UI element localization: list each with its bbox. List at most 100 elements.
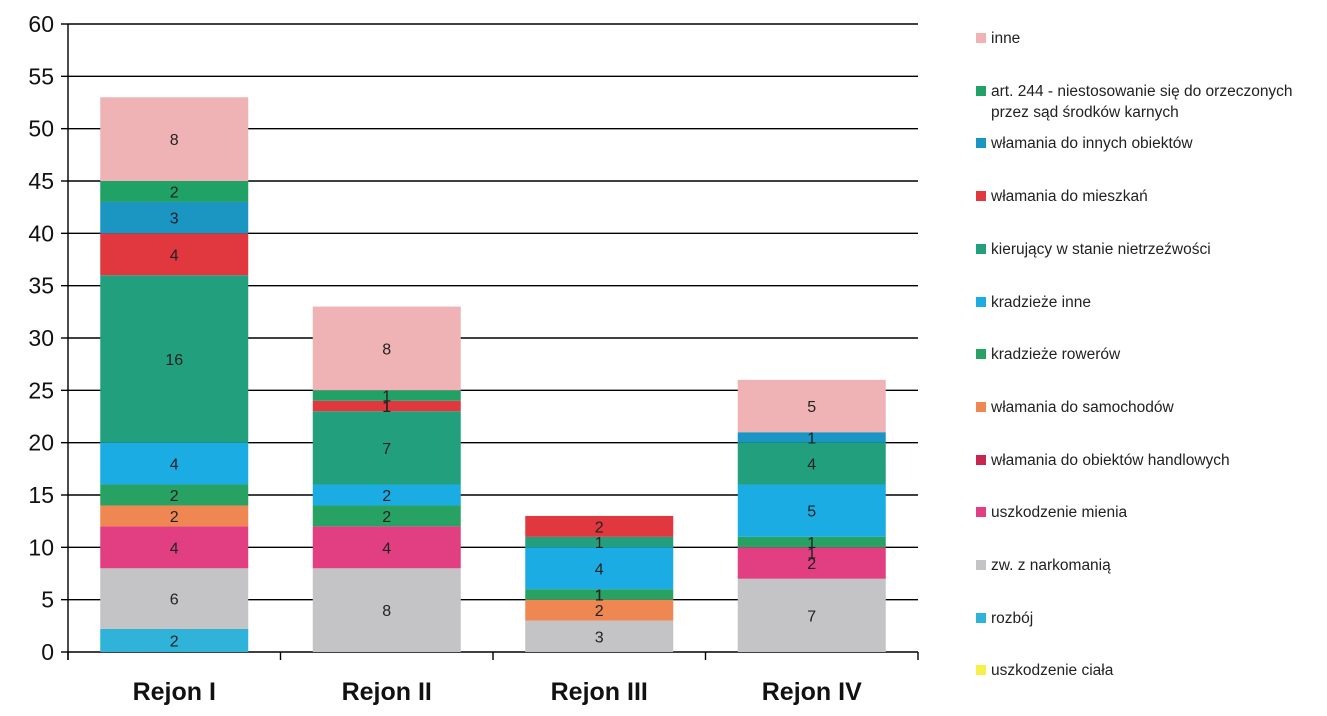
y-tick-label: 45 [28,168,54,194]
data-label: 1 [595,535,604,552]
legend-item: inne [976,28,1020,49]
legend-swatch [976,85,986,96]
bar-segment [100,526,249,569]
bar-segment [312,306,461,391]
legend-label: kradzieże rowerów [991,346,1121,364]
legend-item: uszkodzenie mienia [976,502,1127,523]
bar-segment [312,400,461,412]
y-tick-label: 0 [41,639,54,665]
legend-label: włamania do obiektów handlowych [991,451,1230,469]
legend-swatch [976,243,986,254]
bar-segment [100,505,249,527]
legend-item: kierujący w stanie nietrzeźwości [976,239,1211,260]
legend-swatch [976,401,986,412]
y-tick-label: 60 [28,11,54,37]
legend-swatch [976,507,986,518]
legend-item: kradzieże rowerów [976,344,1120,365]
legend-label: inne [991,30,1021,47]
x-category-label: Rejon I [133,678,216,706]
data-label: 4 [170,540,179,557]
legend-item: uszkodzenie ciała [976,660,1113,681]
data-label: 5 [807,399,816,416]
legend-label: włamania do mieszkań [991,188,1148,206]
bar-segment [737,442,886,485]
data-label: 1 [807,535,816,552]
data-label: 2 [170,509,179,526]
data-label: 16 [165,352,183,369]
bar-segment [100,201,249,234]
legend-label: kradzieże inne [991,293,1091,311]
bar-segment [100,275,249,443]
bar-segment [312,411,461,485]
legend-swatch [976,138,986,149]
bar-segment [525,515,674,537]
data-label: 1 [807,430,816,447]
data-label: 1 [382,399,391,416]
data-label: 1 [382,399,391,416]
y-tick-label: 10 [28,534,54,560]
data-label: 2 [595,603,604,620]
data-label: 2 [170,633,179,650]
data-label: 7 [807,608,816,625]
data-label: 8 [382,603,391,620]
data-label: 2 [595,519,604,536]
legend-item: włamania do mieszkań [976,186,1148,207]
legend-swatch [976,560,986,570]
data-label: 1 [595,587,604,604]
data-label: 2 [807,556,816,573]
legend-label: uszkodzenie mienia [991,504,1128,522]
legend-swatch [976,612,986,623]
bar-segment [312,568,461,652]
data-label: 1 [382,389,391,406]
bar-segment [312,390,461,401]
bar-segment [312,505,461,527]
y-tick-label: 25 [28,377,54,403]
bar-segment [525,536,674,548]
data-label: 8 [382,341,391,358]
bar-segment [525,599,674,621]
data-label: 3 [595,629,604,646]
legend-label: zw. z narkomanią [991,557,1111,574]
data-label: 5 [807,504,816,521]
legend-item: zw. z narkomanią [976,555,1111,576]
data-label: 1 [595,587,604,604]
bar-segment [312,526,461,569]
data-label: 4 [170,247,179,264]
bar-segment [100,181,249,202]
bar-segment [312,484,461,506]
bar-segment [100,97,249,181]
data-label: 2 [382,509,391,526]
legend-label: włamania do samochodów [991,398,1174,416]
bar-segment [100,628,249,652]
data-label: 7 [382,441,391,458]
legend-item: włamania do samochodów [976,397,1174,418]
data-label: 2 [382,488,391,505]
bar-segment [100,568,249,629]
bar-segment [737,484,886,537]
bar-segment [100,442,249,485]
data-label: 2 [170,184,179,201]
legend-item: kradzieże inne [976,292,1091,313]
legend-label: rozbój [991,609,1034,627]
bar-segment [525,547,674,590]
legend-label: kierujący w stanie nietrzeźwości [991,240,1211,258]
y-tick-label: 15 [28,482,54,508]
x-category-label: Rejon IV [762,678,862,706]
y-tick-label: 40 [28,220,54,246]
legend-swatch [976,296,986,307]
y-tick-label: 55 [28,63,54,89]
legend-label: uszkodzenie ciała [991,662,1114,680]
data-label: 4 [595,561,604,578]
legend-swatch [976,191,986,202]
data-label: 3 [170,211,179,228]
y-tick-label: 5 [41,587,54,613]
y-tick-label: 50 [28,116,54,142]
bar-segment [100,484,249,506]
legend-item: włamania do innych obiektów [976,133,1193,154]
legend-swatch [976,33,986,43]
data-label: 8 [170,132,179,149]
legend-label: art. 244 - niestosowanie się do orzeczon… [991,82,1293,121]
legend-item: art. 244 - niestosowanie się do orzeczon… [976,81,1293,123]
